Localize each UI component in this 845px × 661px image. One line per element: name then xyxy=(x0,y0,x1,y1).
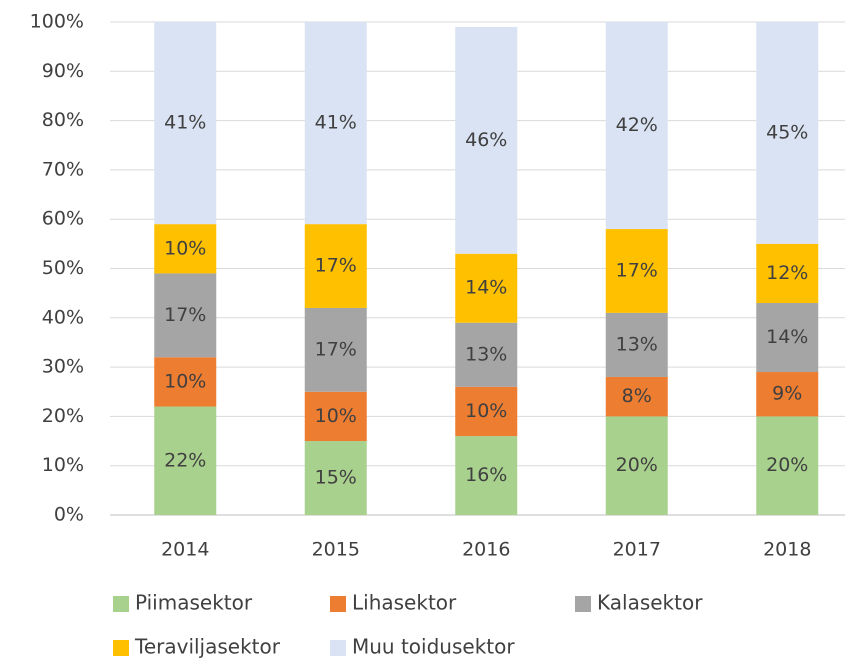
data-label: 17% xyxy=(164,304,206,326)
bar-segment xyxy=(154,406,217,515)
data-label: 17% xyxy=(616,259,658,281)
bar-segment xyxy=(455,26,518,254)
legend-swatch xyxy=(330,596,346,612)
bar-segment xyxy=(304,224,367,308)
data-label: 17% xyxy=(315,255,357,277)
data-label: 13% xyxy=(616,333,658,355)
y-tick-label: 10% xyxy=(42,454,84,476)
data-label: 20% xyxy=(766,454,808,476)
y-tick-label: 100% xyxy=(30,11,84,33)
bar-segment xyxy=(154,224,217,274)
y-tick-label: 40% xyxy=(42,306,84,328)
legend-label: Muu toidusektor xyxy=(352,635,515,659)
bar-segment xyxy=(605,416,668,515)
bar-segment xyxy=(756,22,819,244)
data-label: 13% xyxy=(465,343,507,365)
bar-segment xyxy=(154,22,217,225)
data-label: 45% xyxy=(766,121,808,143)
bar-segment xyxy=(455,322,518,387)
legend-swatch xyxy=(113,640,129,656)
bar-segment xyxy=(304,391,367,442)
legend-label: Piimasektor xyxy=(135,591,253,615)
x-tick-label: 2015 xyxy=(312,539,360,561)
y-tick-label: 60% xyxy=(42,208,84,230)
bar-segment xyxy=(605,376,668,417)
legend-swatch xyxy=(113,596,129,612)
data-label: 14% xyxy=(766,326,808,348)
bar-segment xyxy=(304,441,367,515)
data-label: 10% xyxy=(164,237,206,259)
data-label: 10% xyxy=(465,400,507,422)
bar-segment xyxy=(605,229,668,313)
bar-segment xyxy=(756,243,819,304)
x-tick-label: 2018 xyxy=(763,539,811,561)
bar-segment xyxy=(154,357,217,407)
y-tick-label: 30% xyxy=(42,356,84,378)
bar-segment xyxy=(455,253,518,323)
bar-segment xyxy=(605,22,668,230)
bar-segment xyxy=(455,386,518,437)
x-tick-label: 2017 xyxy=(613,539,661,561)
legend-swatch xyxy=(575,596,591,612)
data-label: 22% xyxy=(164,449,206,471)
bar-segment xyxy=(605,312,668,377)
data-label: 10% xyxy=(164,370,206,392)
bar-segment xyxy=(756,303,819,373)
data-label: 16% xyxy=(465,464,507,486)
x-tick-label: 2016 xyxy=(462,539,510,561)
data-label: 20% xyxy=(616,454,658,476)
y-tick-label: 80% xyxy=(42,109,84,131)
bar-segment xyxy=(756,372,819,417)
x-tick-label: 2014 xyxy=(161,539,209,561)
bar-segment xyxy=(304,307,367,392)
data-label: 42% xyxy=(616,114,658,136)
bar-segment xyxy=(154,273,217,358)
y-tick-label: 90% xyxy=(42,60,84,82)
bar-segment xyxy=(304,22,367,225)
bar-segment xyxy=(756,416,819,515)
data-label: 41% xyxy=(315,112,357,134)
y-tick-label: 70% xyxy=(42,158,84,180)
data-label: 9% xyxy=(772,383,802,405)
y-tick-label: 20% xyxy=(42,405,84,427)
y-tick-label: 0% xyxy=(54,504,84,526)
data-label: 41% xyxy=(164,112,206,134)
data-label: 46% xyxy=(465,129,507,151)
y-tick-label: 50% xyxy=(42,257,84,279)
legend-label: Lihasektor xyxy=(352,591,457,615)
data-label: 10% xyxy=(315,405,357,427)
bar-segment xyxy=(455,436,518,515)
data-label: 17% xyxy=(315,338,357,360)
legend-label: Kalasektor xyxy=(597,591,703,615)
data-label: 8% xyxy=(622,385,652,407)
legend-swatch xyxy=(330,640,346,656)
data-label: 12% xyxy=(766,262,808,284)
legend-label: Teraviljasektor xyxy=(134,635,281,659)
data-label: 15% xyxy=(315,467,357,489)
data-label: 14% xyxy=(465,277,507,299)
